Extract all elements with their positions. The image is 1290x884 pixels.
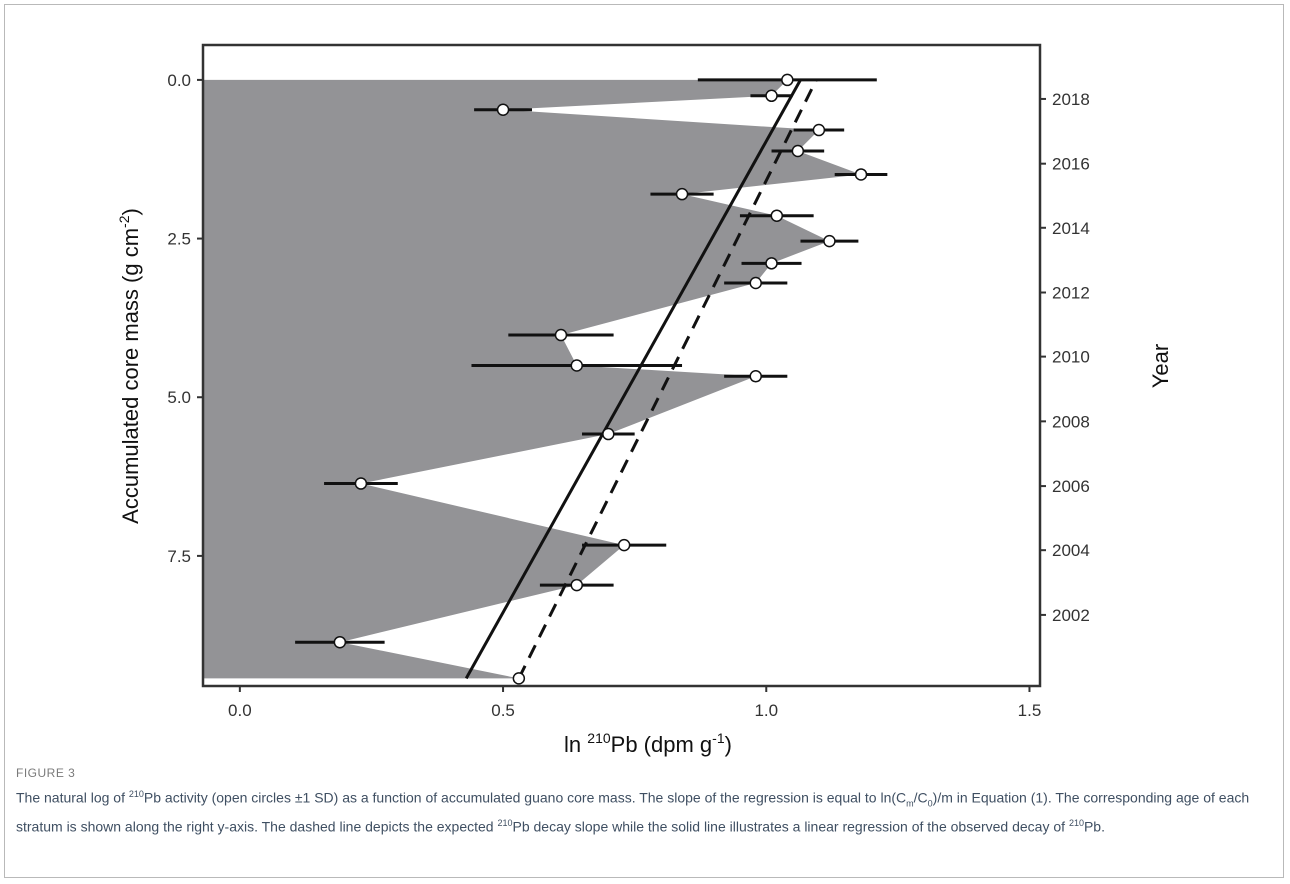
data-point (333, 635, 347, 649)
y2-tick-label: 2016 (1052, 155, 1090, 174)
y2-tick-label: 2008 (1052, 412, 1090, 431)
figure-caption: The natural log of 210Pb activity (open … (16, 789, 1250, 836)
y2-tick-label: 2004 (1052, 541, 1090, 560)
expected-decay-line (517, 79, 818, 680)
y2-tick-label: 2002 (1052, 606, 1090, 625)
data-point (823, 234, 836, 248)
data-point (765, 89, 778, 103)
x-axis-title: ln 210Pb (dpm g-1) (564, 730, 732, 757)
data-point (354, 477, 368, 490)
y2-tick-label: 2014 (1052, 219, 1090, 238)
y2-axis-title: Year (1148, 344, 1173, 388)
data-point (675, 187, 689, 201)
data-point (749, 370, 762, 383)
y-axis-title: Accumulated core mass (g cm-2) (116, 208, 143, 524)
x-tick-label: 1.0 (754, 701, 778, 720)
data-point (854, 168, 868, 181)
data-point (749, 276, 762, 290)
x-tick-label: 0.5 (491, 701, 515, 720)
y-tick-label: 2.5 (167, 230, 191, 249)
shaded-area (203, 79, 862, 679)
plot-border (201, 43, 1042, 688)
chart: 0.0 0.5 1.0 1.5 0.0 2.5 5.0 7.5 2018 2016 2014 2012… (116, 43, 1173, 757)
x-tick-label: 1.5 (1018, 701, 1042, 720)
regression-line (464, 79, 802, 680)
y2-tick-label: 2018 (1052, 90, 1090, 109)
y2-tick-label: 2006 (1052, 477, 1090, 496)
data-point (770, 209, 784, 222)
x-tick-label: 0.0 (228, 701, 252, 720)
data-point (781, 73, 794, 87)
y-tick-label: 7.5 (167, 547, 191, 566)
data-point (496, 103, 510, 116)
y-tick-label: 5.0 (167, 388, 191, 407)
data-point (570, 359, 584, 372)
figure-label: FIGURE 3 (16, 766, 76, 780)
data-point (765, 257, 778, 270)
data-point (617, 538, 631, 552)
y-tick-label: 0.0 (167, 71, 191, 90)
data-point (554, 328, 568, 342)
data-point (512, 672, 526, 685)
y2-tick-label: 2012 (1052, 284, 1090, 303)
data-point (570, 578, 584, 592)
data-point (602, 427, 615, 441)
y2-tick-label: 2010 (1052, 348, 1090, 367)
data-point (791, 144, 805, 158)
data-point (812, 123, 826, 137)
